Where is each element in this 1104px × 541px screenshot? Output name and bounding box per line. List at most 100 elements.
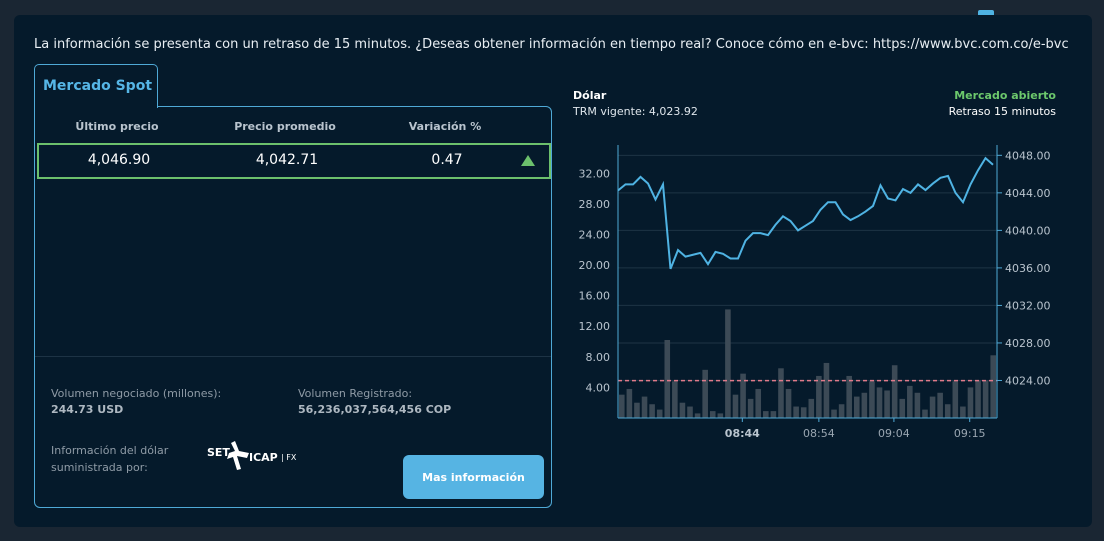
right-tick-label: 4048.00 <box>1005 149 1051 162</box>
chart-title: Dólar <box>573 89 607 102</box>
left-tick-label: 28.00 <box>579 198 611 211</box>
volume-bar <box>831 409 837 418</box>
last-price: 4,046.90 <box>87 152 151 168</box>
provider-label-1: Información del dólar <box>51 444 169 457</box>
right-tick-label: 4036.00 <box>1005 262 1051 275</box>
more-info-button[interactable]: Mas información <box>403 455 544 499</box>
svg-text:| FX: | FX <box>281 453 297 462</box>
volume-bar <box>694 413 701 418</box>
volume-bar <box>785 388 792 418</box>
top-indicator <box>978 10 994 15</box>
volume-bar <box>619 394 625 418</box>
volume-registered-label: Volumen Registrado: <box>298 387 413 400</box>
svg-text:ICAP: ICAP <box>249 451 278 464</box>
right-tick-label: 4032.00 <box>1005 299 1051 312</box>
tab-label: Mercado Spot <box>43 78 153 94</box>
volume-bar <box>876 387 883 418</box>
volume-bar <box>914 392 921 418</box>
volume-bar <box>838 404 845 418</box>
volume-bar <box>656 409 663 418</box>
volume-bar <box>929 396 936 418</box>
volume-bar <box>687 406 693 418</box>
delay-notice: La información se presenta con un retras… <box>34 37 1069 52</box>
volume-bar <box>793 406 799 418</box>
triangle-up-icon <box>521 155 535 166</box>
price-line <box>617 156 994 270</box>
volume-bar <box>975 380 981 418</box>
volume-registered-value: 56,236,037,564,456 COP <box>298 403 452 416</box>
spot-market-box: Último precio Precio promedio Variación … <box>34 106 552 508</box>
header-last-price: Último precio <box>75 120 159 133</box>
variation: 0.47 <box>431 152 463 168</box>
volume-bar <box>899 398 906 418</box>
volume-bar <box>891 365 898 418</box>
volume-bar <box>755 388 762 418</box>
volume-bar <box>823 362 830 418</box>
volume-bar <box>634 402 640 418</box>
right-tick-label: 4028.00 <box>1005 337 1051 350</box>
volume-bar <box>672 381 678 418</box>
left-tick-label: 32.00 <box>579 167 611 180</box>
provider-label-2: suministrada por: <box>51 461 148 474</box>
volume-bar <box>869 381 875 418</box>
volume-bar <box>960 406 966 418</box>
volume-bar <box>626 388 633 418</box>
volume-bar <box>747 398 754 418</box>
volume-bar <box>952 381 959 418</box>
volume-bar <box>649 404 655 418</box>
volume-bar <box>937 392 943 418</box>
volume-bar <box>800 407 807 418</box>
volume-bar <box>853 396 860 418</box>
left-tick-label: 24.00 <box>579 228 611 241</box>
delay-text: Retraso 15 minutos <box>948 105 1056 118</box>
header-variation: Variación % <box>408 120 482 133</box>
left-tick-label: 16.00 <box>579 290 611 303</box>
x-tick-label: 08:44 <box>725 427 760 440</box>
header-avg-price: Precio promedio <box>234 120 336 133</box>
volume-bar <box>808 398 815 418</box>
x-tick-label: 08:54 <box>803 427 835 440</box>
right-tick-label: 4024.00 <box>1005 374 1051 387</box>
volume-bar <box>922 409 928 418</box>
volume-traded-value: 244.73 USD <box>51 403 124 416</box>
left-tick-label: 20.00 <box>579 259 611 272</box>
volume-bar <box>846 375 852 418</box>
set-icap-logo: SET ICAP | FX <box>207 441 297 470</box>
table-row: 4,046.90 4,042.71 0.47 <box>37 143 551 179</box>
volume-bar <box>763 411 769 418</box>
divider <box>35 356 551 357</box>
volume-bar <box>664 340 671 418</box>
volume-bar <box>725 309 731 418</box>
x-tick-label: 09:04 <box>878 427 910 440</box>
volume-traded-label: Volumen negociado (millones): <box>51 387 222 400</box>
market-status: Mercado abierto <box>954 89 1056 102</box>
left-tick-label: 8.00 <box>586 351 611 364</box>
left-tick-label: 12.00 <box>579 320 611 333</box>
x-tick-label: 09:15 <box>954 427 986 440</box>
volume-bar <box>944 404 951 418</box>
right-tick-label: 4044.00 <box>1005 187 1051 200</box>
volume-bar <box>884 390 890 418</box>
tab-mercado-spot[interactable]: Mercado Spot <box>34 64 158 108</box>
right-tick-label: 4040.00 <box>1005 224 1051 237</box>
svg-text:SET: SET <box>207 446 230 459</box>
volume-bar <box>732 394 739 418</box>
avg-price: 4,042.71 <box>255 152 319 168</box>
volume-bar <box>702 369 708 418</box>
dollar-panel: La información se presenta con un retras… <box>14 15 1092 527</box>
volume-bar <box>740 373 746 418</box>
volume-bar <box>861 392 868 418</box>
volume-bar <box>967 387 974 418</box>
volume-bar <box>717 413 724 418</box>
volume-bar <box>641 396 648 418</box>
left-tick-label: 4.00 <box>586 381 611 394</box>
volume-bar <box>770 411 777 418</box>
volume-bar <box>907 385 913 418</box>
volume-bar <box>816 375 822 418</box>
volume-bar <box>982 380 989 418</box>
trm-value: TRM vigente: 4,023.92 <box>573 105 698 118</box>
volume-bar <box>990 355 996 418</box>
volume-bar <box>709 411 716 418</box>
volume-bar <box>679 402 686 418</box>
